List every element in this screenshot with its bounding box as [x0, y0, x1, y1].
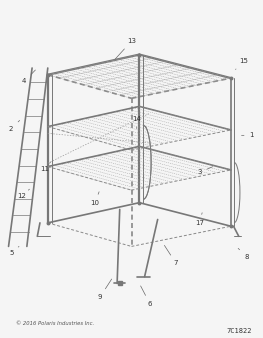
Text: 6: 6 — [141, 286, 152, 307]
Text: 13: 13 — [115, 38, 136, 59]
Text: 8: 8 — [238, 248, 249, 260]
Text: 12: 12 — [17, 189, 29, 199]
Text: 10: 10 — [90, 192, 99, 206]
Text: 2: 2 — [9, 120, 20, 131]
Text: 9: 9 — [98, 279, 112, 300]
Text: 4: 4 — [22, 70, 36, 84]
Text: 7: 7 — [164, 245, 178, 266]
Text: 1: 1 — [241, 132, 254, 138]
Text: 3: 3 — [197, 167, 213, 175]
Text: 15: 15 — [236, 58, 249, 69]
Text: 14: 14 — [132, 116, 141, 128]
Text: 7C1822: 7C1822 — [226, 328, 252, 334]
Text: 5: 5 — [9, 246, 19, 256]
Text: © 2016 Polaris Industries Inc.: © 2016 Polaris Industries Inc. — [16, 321, 94, 326]
Text: 17: 17 — [195, 213, 204, 226]
Text: 11: 11 — [41, 162, 50, 172]
